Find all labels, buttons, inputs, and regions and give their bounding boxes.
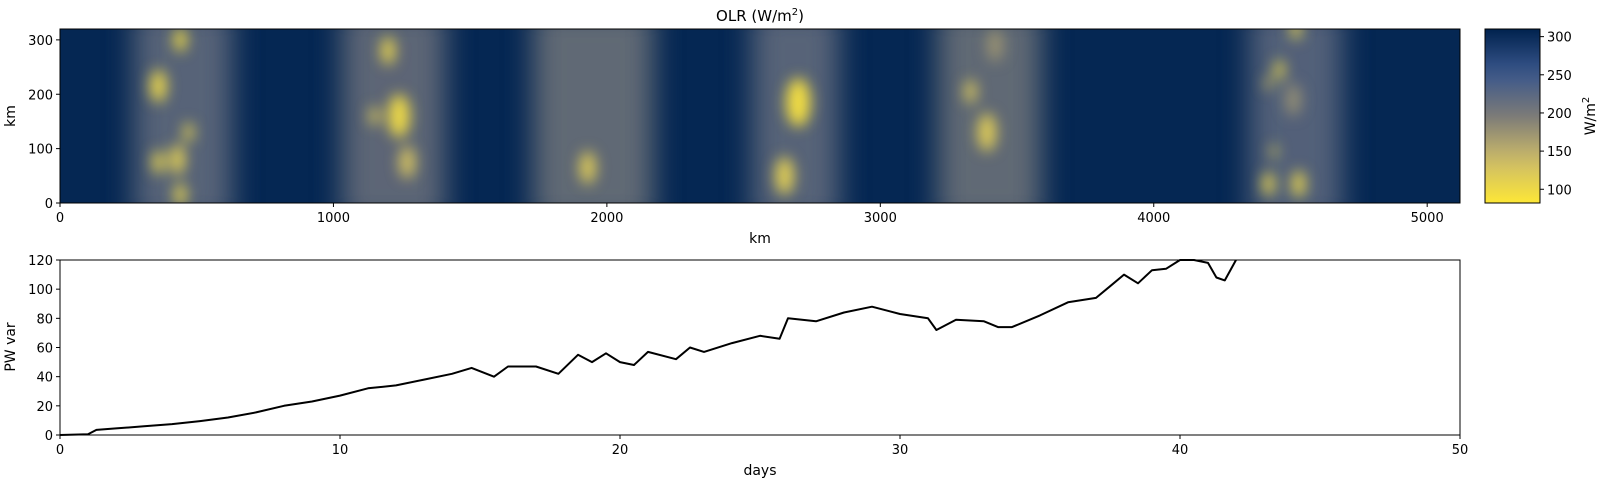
x-tick-label: 1000 [317,211,350,226]
heatmap-y-axis: 0 100 200 300 [28,34,60,212]
line-chart-y-axis: 0 20 40 60 80 100 120 [28,254,60,444]
heatmap-y-label: km [3,105,19,127]
y-tick-label: 40 [36,371,53,386]
colorbar-tick-label: 100 [1547,183,1572,198]
convective-cell [775,156,795,195]
y-tick-label: 0 [45,429,53,444]
y-tick-label: 120 [28,254,53,269]
line-chart-plot [59,259,1237,436]
heatmap-image [60,29,1460,203]
convective-cell [964,79,977,104]
pw-var-series-line [59,259,1237,436]
pw-var-line-chart: 0 10 20 30 40 50 0 20 40 60 80 100 120 days PW var [3,254,1468,479]
convective-cell [977,113,997,152]
convective-cell [388,94,410,138]
colorbar-tick-label: 150 [1547,145,1572,160]
heatmap-frame [59,28,1461,204]
colorbar-tick-label: 250 [1547,69,1572,84]
convective-cell [381,36,396,65]
convective-cell [152,150,165,175]
convective-cell [1265,76,1272,90]
convective-cell [986,29,1004,62]
convective-cell [1274,59,1285,80]
x-tick-label: 30 [892,443,909,458]
heatmap-title: OLR (W/m2) [716,7,804,25]
convective-cell [1285,83,1302,116]
convective-cell [174,182,187,203]
convective-cell [174,29,187,52]
convective-cell [785,77,811,127]
line-chart-x-axis: 0 10 20 30 40 50 [56,435,1468,458]
x-tick-label: 0 [56,443,64,458]
x-tick-label: 10 [332,443,349,458]
y-tick-label: 100 [28,283,53,298]
colorbar-gradient [1484,28,1541,204]
colorbar-tick-label: 200 [1547,107,1572,122]
y-tick-label: 200 [28,88,53,103]
convective-cell [369,106,380,126]
heatmap-x-axis: 0 1000 2000 3000 4000 5000 [56,203,1444,226]
line-chart-x-label: days [743,463,776,479]
convective-band [533,29,654,203]
convective-cell [1262,172,1275,196]
convective-cell [1291,170,1306,198]
olr-heatmap-chart: OLR (W/m2) 0 1000 2000 3000 4000 5000 0 100 200… [3,7,1461,247]
y-tick-label: 0 [45,197,53,212]
colorbar-label: W/m2 [1581,97,1599,136]
y-tick-label: 80 [36,312,53,327]
convective-cell [150,69,167,103]
x-tick-label: 3000 [864,211,897,226]
convective-cell [1290,29,1302,40]
convective-band [133,29,233,203]
x-tick-label: 2000 [590,211,623,226]
y-tick-label: 300 [28,34,53,49]
convective-cell [169,144,186,175]
y-tick-label: 20 [36,400,53,415]
y-tick-label: 60 [36,342,53,357]
convective-cell [579,151,596,184]
convective-cell [183,122,194,143]
x-tick-label: 0 [56,211,64,226]
x-tick-label: 50 [1452,443,1469,458]
x-tick-label: 40 [1172,443,1189,458]
colorbar-ticks: 100 150 200 250 300 [1540,31,1572,198]
line-chart-y-label: PW var [3,322,19,372]
line-chart-frame [59,259,1461,436]
colorbar: 100 150 200 250 300 W/m2 [1484,28,1599,204]
x-tick-label: 4000 [1137,211,1170,226]
heatmap-x-label: km [749,231,771,247]
y-tick-label: 100 [28,143,53,158]
x-tick-label: 5000 [1411,211,1444,226]
colorbar-tick-label: 300 [1547,31,1572,46]
convective-cell [1270,144,1278,158]
convective-cell [399,145,416,179]
x-tick-label: 20 [612,443,629,458]
